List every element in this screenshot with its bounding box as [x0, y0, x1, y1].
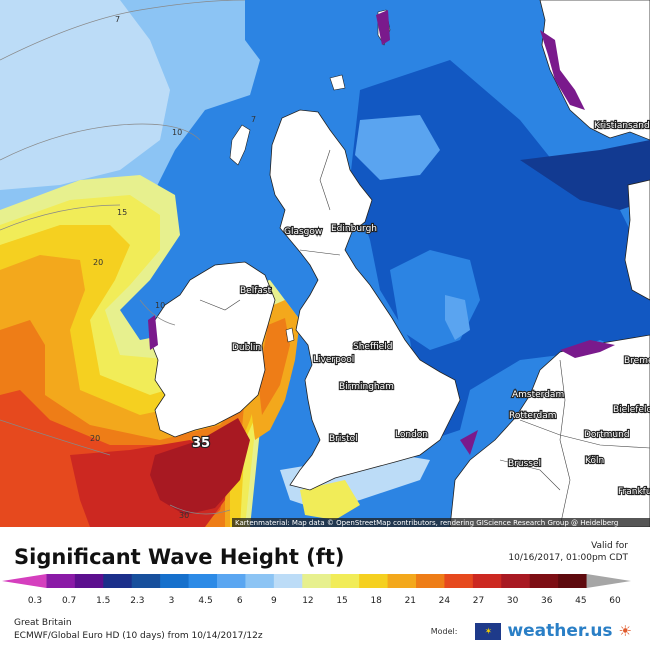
city-liverpool: Liverpool — [313, 355, 354, 365]
city-edinburgh: Edinburgh — [331, 224, 377, 234]
land-orkney — [329, 74, 346, 91]
north-sea-light-2 — [355, 115, 440, 180]
city-birmingham: Birmingham — [339, 382, 394, 392]
legend-tick: 1.5 — [96, 596, 110, 606]
city-bristol: Bristol — [329, 434, 358, 444]
isoline-label-20: 20 — [93, 258, 103, 267]
legend-tick: 24 — [439, 596, 451, 606]
legend-tick: 36 — [541, 596, 553, 606]
legend-swatch — [444, 574, 474, 588]
legend-tick: 9 — [271, 596, 277, 606]
isoline-label-10b: 10 — [155, 301, 165, 310]
city-bremen: Bremen — [624, 356, 650, 366]
legend-tick: 2.3 — [130, 596, 144, 606]
legend-swatch — [558, 574, 588, 588]
legend-swatch — [501, 574, 531, 588]
legend-tick: 6 — [237, 596, 243, 606]
legend-swatch — [302, 574, 332, 588]
legend-tick: 21 — [405, 596, 416, 606]
legend-tick: 27 — [473, 596, 484, 606]
legend-swatch — [160, 574, 190, 588]
brand-logo[interactable]: weather.us — [507, 621, 613, 641]
legend-swatch — [131, 574, 161, 588]
isoline-label-30: 30 — [179, 511, 189, 520]
land-isle-of-man — [285, 327, 295, 343]
legend-swatch — [359, 574, 389, 588]
legend-swatch — [245, 574, 275, 588]
brand-block[interactable]: Model: ✶ weather.us ☀ — [431, 621, 632, 641]
legend-swatch — [46, 574, 76, 588]
city-dublin: Dublin — [232, 343, 261, 353]
legend-tick: 60 — [609, 596, 621, 606]
region-label: Great Britain — [14, 618, 72, 628]
valid-time: 10/16/2017, 01:00pm CDT — [508, 553, 628, 563]
color-legend: 0.3 0.7 1.5 2.3 3 4.5 6 9 12 15 18 21 24 27 30 36 45 60 — [2, 574, 631, 606]
city-sheffield: Sheffield — [353, 342, 392, 352]
legend-swatch — [188, 574, 218, 588]
legend-swatch — [74, 574, 104, 588]
low-wave-fringe — [148, 10, 615, 455]
legend-swatch — [2, 574, 47, 588]
irish-sea-swell-inner — [258, 318, 290, 415]
map-footer: Significant Wave Height (ft) Valid for 1… — [0, 527, 650, 650]
city-brussel: Brussel — [508, 459, 541, 469]
city-rotterdam: Rotterdam — [509, 411, 557, 421]
legend-tick: 4.5 — [198, 596, 212, 606]
legend-tick: 3 — [169, 596, 175, 606]
legend-tick: 0.7 — [62, 596, 76, 606]
country-borders — [199, 149, 650, 527]
city-london: London — [395, 430, 428, 440]
isoline-label-15: 15 — [117, 208, 127, 217]
legend-swatch — [472, 574, 502, 588]
legend-swatch — [217, 574, 246, 588]
city-glasgow: Glasgow — [284, 227, 322, 237]
legend-swatch — [416, 574, 445, 588]
isoline-label-7: 7 — [115, 15, 120, 24]
legend-tick: 18 — [370, 596, 382, 606]
isoline-label-10: 10 — [172, 128, 182, 137]
legend-swatch — [586, 574, 631, 588]
model-label: Model: — [430, 626, 458, 636]
sun-icon: ☀ — [618, 623, 632, 640]
isoline-label-20b: 20 — [90, 434, 100, 443]
legend-tick: 30 — [507, 596, 519, 606]
chart-title: Significant Wave Height (ft) — [14, 545, 345, 569]
channel-yellow — [300, 480, 360, 520]
land-great-britain — [269, 109, 461, 491]
city-dortmund: Dortmund — [584, 430, 630, 440]
city-koln: Köln — [585, 456, 604, 466]
legend-swatch — [529, 574, 559, 588]
sea-layer-9 — [0, 0, 170, 190]
land-denmark — [624, 179, 650, 301]
north-sea-light — [445, 295, 470, 340]
eu-flag-icon: ✶ — [475, 622, 502, 640]
city-bielefeld: Bielefeld — [613, 405, 650, 415]
legend-swatch — [330, 574, 360, 588]
city-kristiansand: Kristiansand — [594, 121, 650, 131]
legend-swatch — [387, 574, 417, 588]
land-norway — [539, 0, 650, 141]
valid-time-block: Valid for 10/16/2017, 01:00pm CDT — [508, 540, 628, 564]
max-wave-label: 35 — [192, 436, 210, 451]
legend-tick: 0.3 — [28, 596, 42, 606]
legend-tick: 45 — [575, 596, 586, 606]
city-amsterdam: Amsterdam — [512, 390, 564, 400]
legend-swatch — [273, 574, 303, 588]
valid-label: Valid for — [591, 541, 628, 551]
legend-swatch — [103, 574, 133, 588]
wave-height-map: 7 7 10 15 20 10 20 30 35 Kristiansand Gl… — [0, 0, 650, 527]
legend-tick: 15 — [336, 596, 347, 606]
land-hebrides — [229, 124, 251, 166]
isolines — [0, 0, 246, 515]
city-frankfurt: Frankfurt — [618, 487, 650, 497]
model-run-label: ECMWF/Global Euro HD (10 days) from 10/1… — [14, 631, 263, 641]
city-belfast: Belfast — [240, 286, 272, 296]
sea-layer-1-5 — [520, 140, 650, 210]
sea-layer-36 — [150, 418, 250, 515]
isoline-label-7b: 7 — [251, 115, 256, 124]
legend-tick: 12 — [302, 596, 313, 606]
